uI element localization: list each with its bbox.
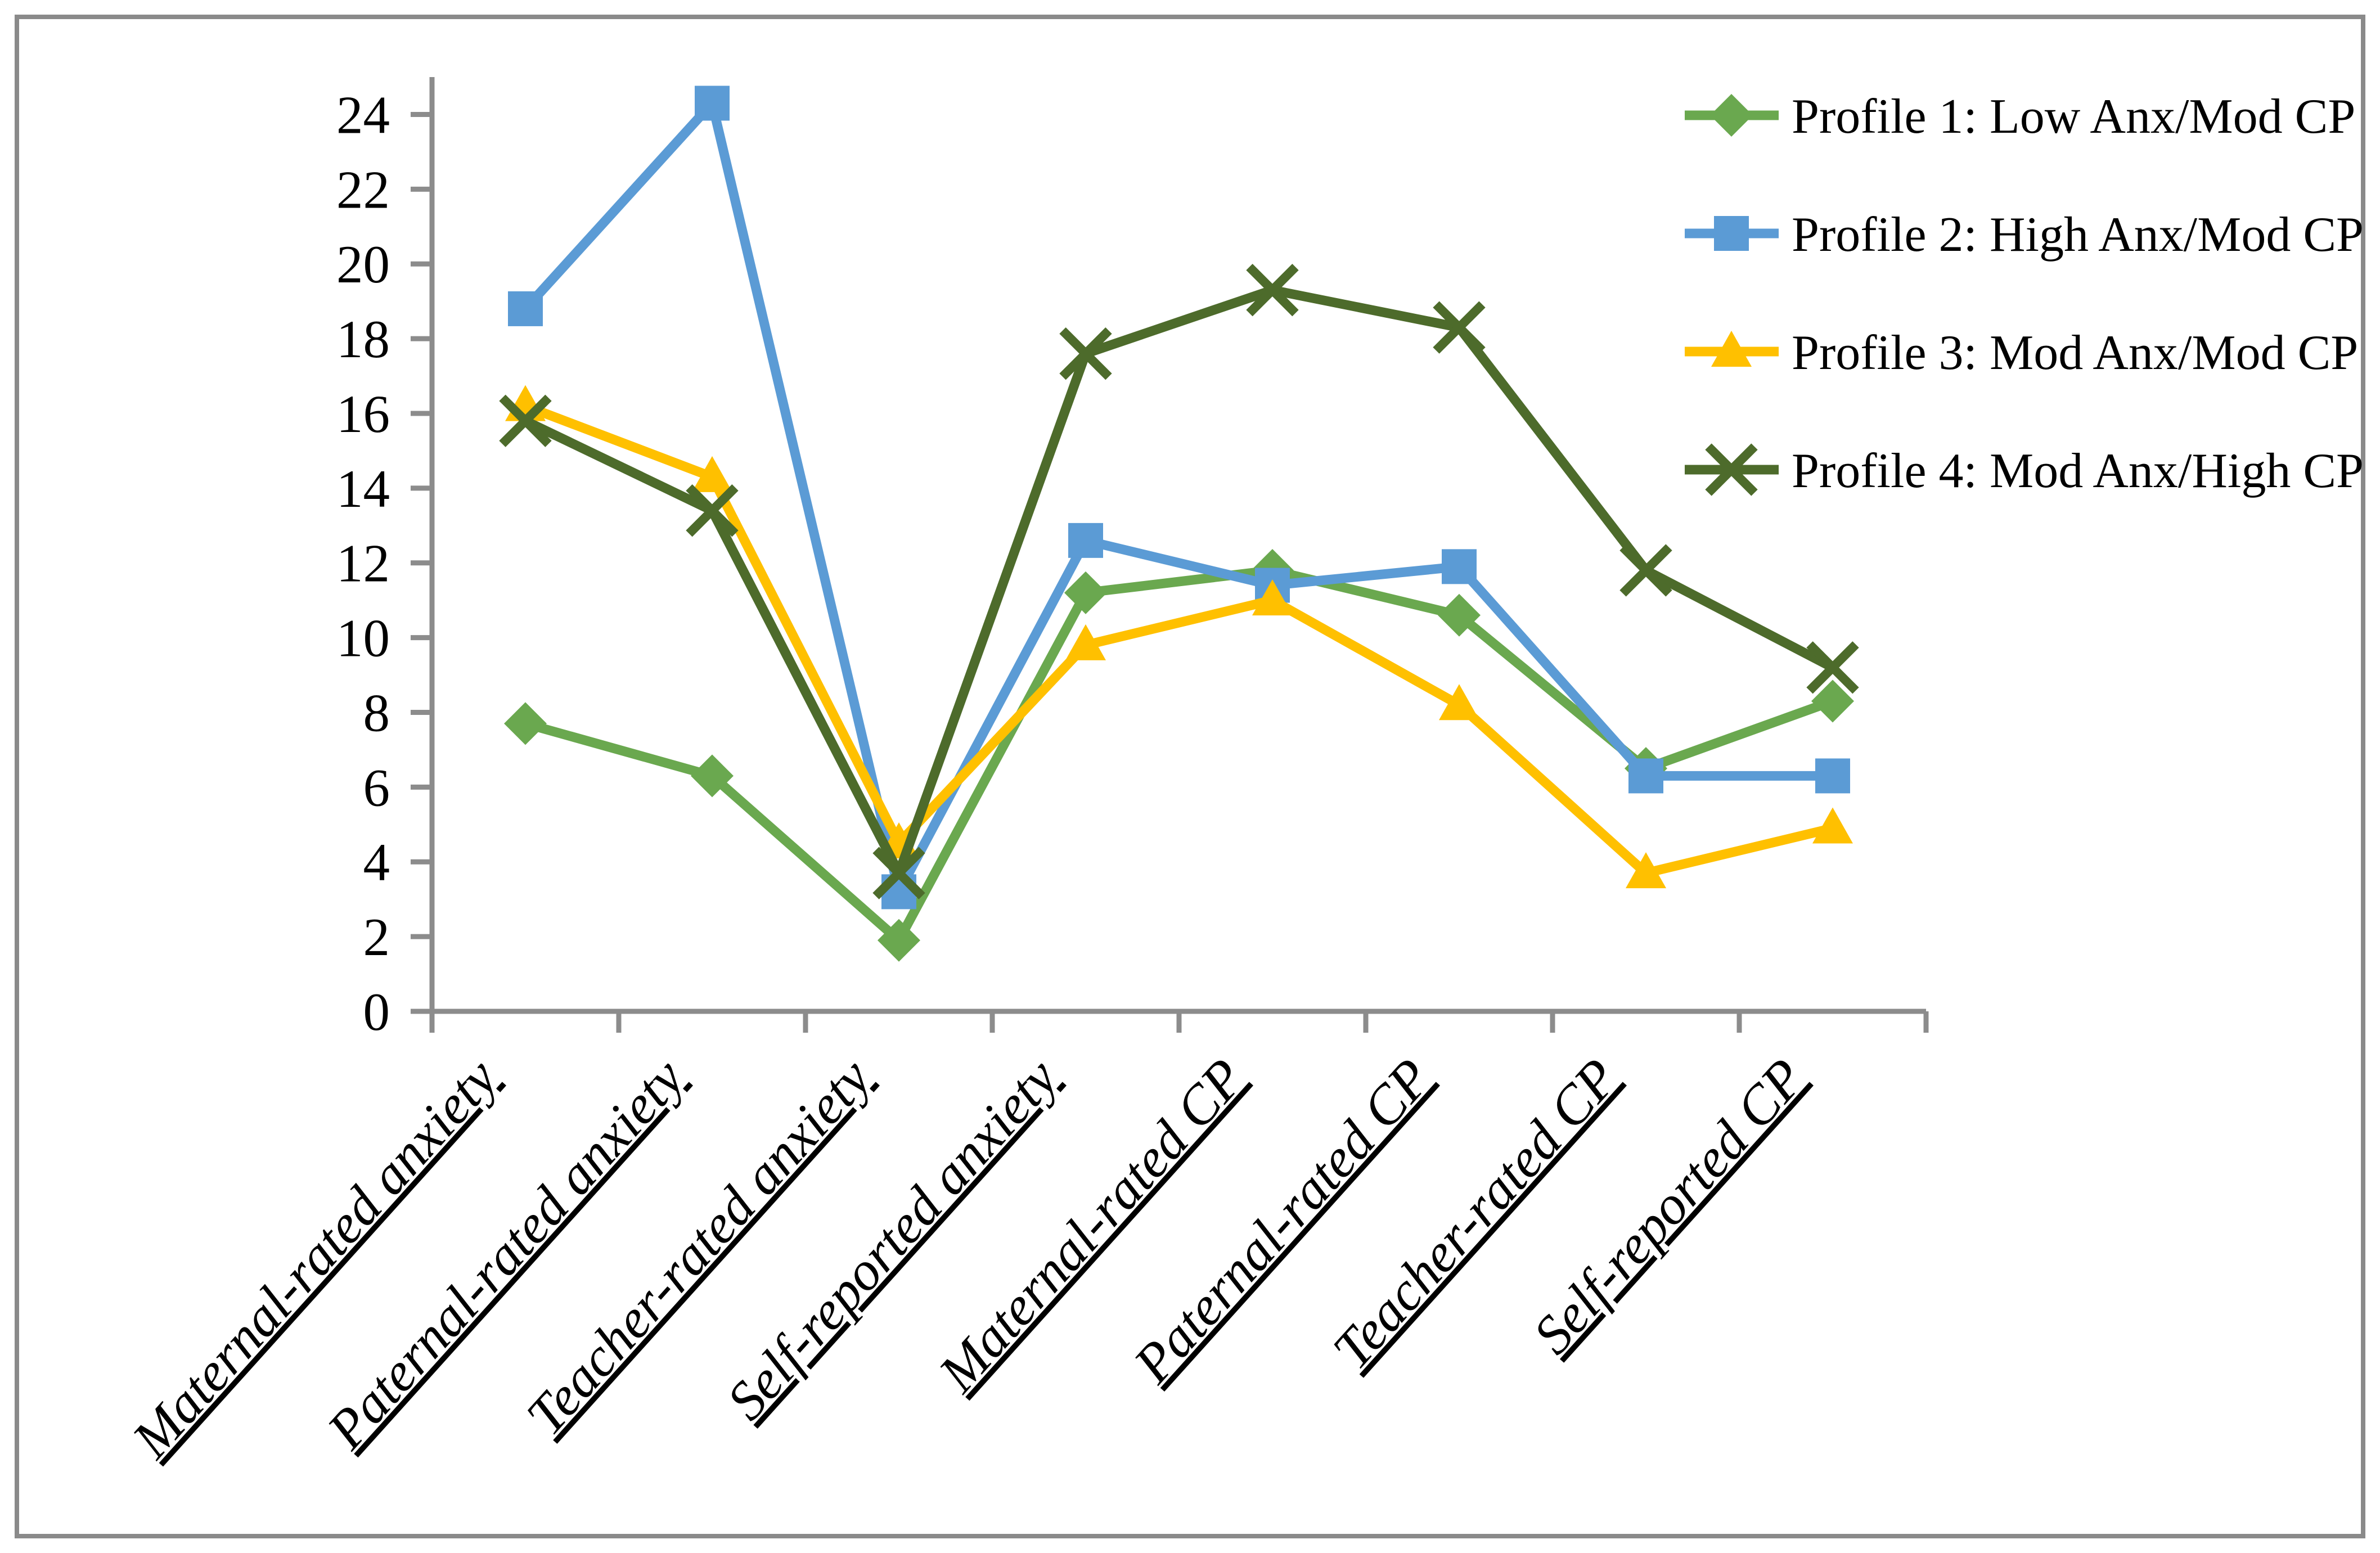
legend: Profile 1: Low Anx/Mod CP Profile 2: High… [1685, 89, 2364, 498]
series-3-marker-4 [1065, 624, 1106, 660]
legend-marker-diamond-icon [1710, 94, 1753, 137]
legend-label-2: Profile 2: High Anx/Mod CP [1792, 208, 2364, 262]
x-axis-ticks [429, 1011, 1929, 1033]
y-tick-label: 18 [336, 309, 390, 369]
series-3-marker-5 [1252, 579, 1293, 616]
series-3-marker-7 [1626, 852, 1666, 889]
series-line-4 [520, 285, 1838, 878]
series-line-3 [520, 401, 1838, 878]
y-tick-label: 22 [336, 160, 390, 219]
series-4-marker-4 [1059, 327, 1112, 380]
y-tick-label: 8 [363, 683, 390, 742]
y-tick-label: 20 [336, 235, 390, 294]
series-line-2 [520, 98, 1838, 897]
series-4-marker-6 [1433, 301, 1486, 354]
y-tick-label: 0 [363, 982, 390, 1042]
series-2-marker-1 [508, 291, 543, 326]
legend-item-4: Profile 4: Mod Anx/High CP [1685, 443, 2364, 498]
series-2-marker-7 [1628, 758, 1663, 794]
y-tick-label: 2 [363, 907, 390, 967]
series-1-marker-1 [504, 702, 547, 745]
figure-border [15, 15, 2365, 1538]
legend-label-3: Profile 3: Mod Anx/Mod CP [1792, 326, 2358, 380]
series-1-marker-6 [1438, 593, 1481, 637]
y-tick-label: 10 [336, 609, 390, 668]
series-4-marker-1 [499, 394, 552, 447]
y-tick-label: 14 [336, 459, 390, 519]
series-4-marker-5 [1246, 264, 1299, 317]
series-4-marker-2 [686, 484, 739, 537]
y-tick-label: 12 [336, 534, 390, 593]
series-2-marker-2 [695, 85, 730, 121]
y-tick-label: 6 [363, 758, 390, 817]
series-1-marker-4 [1064, 571, 1107, 614]
series-4-marker-8 [1806, 641, 1859, 694]
series-2-marker-6 [1442, 549, 1477, 584]
legend-marker-square-icon [1714, 216, 1749, 251]
legend-marker-x-icon [1705, 443, 1758, 496]
y-tick-label: 24 [336, 85, 390, 145]
y-tick-label: 16 [336, 384, 390, 444]
legend-item-2: Profile 2: High Anx/Mod CP [1685, 208, 2364, 262]
series-3-marker-2 [692, 456, 732, 492]
legend-item-3: Profile 3: Mod Anx/Mod CP [1685, 326, 2358, 380]
series-3-marker-6 [1439, 684, 1479, 721]
series-3-marker-8 [1812, 807, 1853, 844]
legend-item-1: Profile 1: Low Anx/Mod CP [1685, 89, 2355, 144]
series-2-marker-4 [1068, 523, 1103, 558]
legend-marker-triangle-icon [1711, 331, 1752, 367]
series-1-marker-3 [878, 919, 920, 962]
series-1-marker-2 [691, 754, 734, 798]
series-4-marker-3 [872, 847, 925, 899]
legend-label-4: Profile 4: Mod Anx/High CP [1792, 444, 2364, 498]
y-tick-label: 4 [363, 832, 390, 892]
series-4-marker-7 [1619, 544, 1672, 597]
series-1-marker-8 [1811, 679, 1854, 723]
series-4 [499, 264, 1859, 899]
series-2-marker-8 [1815, 758, 1850, 794]
legend-label-1: Profile 1: Low Anx/Mod CP [1792, 89, 2355, 144]
